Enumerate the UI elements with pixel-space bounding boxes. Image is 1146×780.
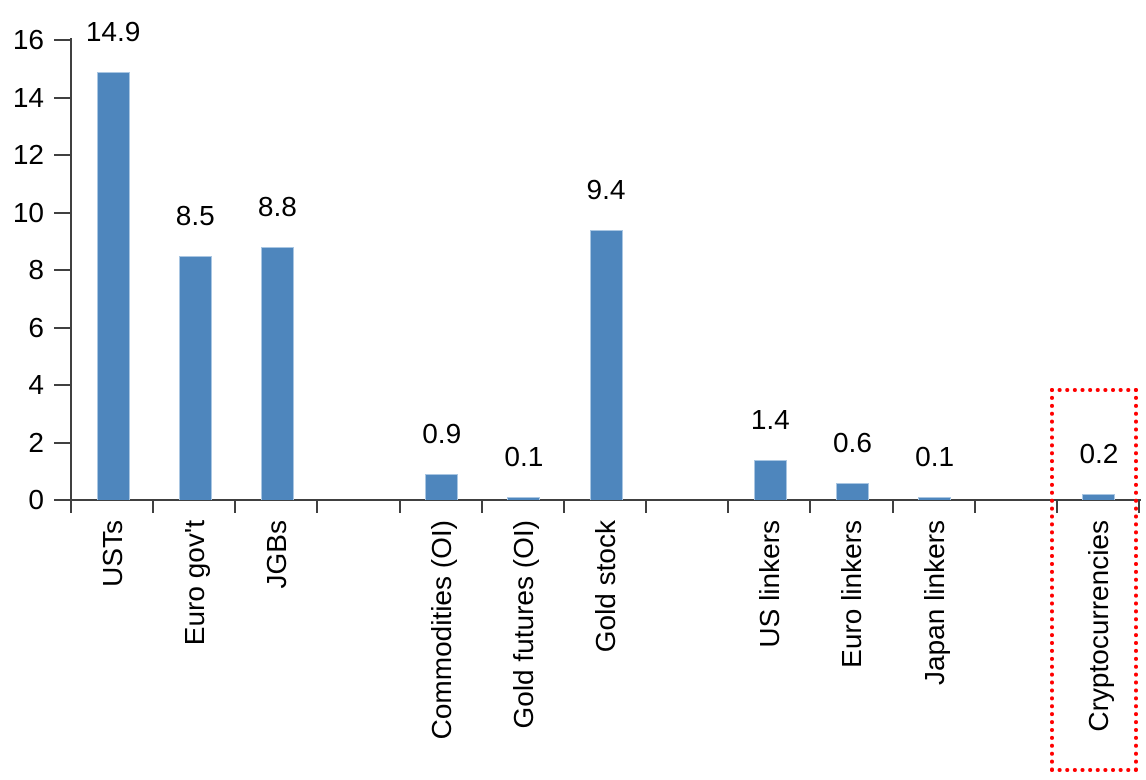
y-tick-mark xyxy=(54,269,70,271)
value-label-euro-gov-t: 8.5 xyxy=(175,200,215,231)
y-axis-tick-label: 6 xyxy=(28,311,44,343)
value-label-euro-linkers: 0.6 xyxy=(832,427,872,458)
bar-jgbs xyxy=(260,247,294,500)
x-tick-mark xyxy=(316,500,319,513)
y-axis-tick-label: 12 xyxy=(12,139,44,170)
y-tick-mark xyxy=(54,154,70,156)
y-tick-mark xyxy=(54,441,70,444)
highlight-box xyxy=(1050,388,1138,772)
value-label-japan-linkers: 0.1 xyxy=(915,441,955,472)
x-axis-label-commodities-oi: Commodities (OI) xyxy=(425,520,457,740)
y-tick-mark xyxy=(54,499,70,501)
x-tick-mark xyxy=(152,500,155,513)
x-axis-label-japan-linkers: Japan linkers xyxy=(918,520,950,685)
x-tick-mark xyxy=(562,500,565,513)
x-axis-label-euro-gov-t: Euro gov't xyxy=(179,520,211,646)
y-axis-tick-label: 10 xyxy=(12,196,44,228)
x-tick-mark xyxy=(234,500,237,513)
bar-commodities-oi xyxy=(425,474,459,500)
x-axis-label-euro-linkers: Euro linkers xyxy=(836,520,868,668)
value-label-jgbs: 8.8 xyxy=(257,191,297,222)
x-axis-label-gold-futures-oi: Gold futures (OI) xyxy=(507,520,539,729)
x-tick-mark xyxy=(70,500,72,513)
bar-gold-stock xyxy=(589,230,623,500)
x-tick-mark xyxy=(973,500,976,513)
bar-gold-futures-oi xyxy=(507,497,541,500)
x-tick-mark xyxy=(891,500,894,513)
x-tick-mark xyxy=(727,500,730,513)
bar-us-linkers xyxy=(753,460,787,500)
y-axis-tick-label: 14 xyxy=(12,81,44,113)
value-label-gold-stock: 9.4 xyxy=(586,174,626,205)
bar-japan-linkers xyxy=(918,497,952,500)
y-axis-tick-label: 16 xyxy=(12,24,44,55)
y-tick-mark xyxy=(54,384,70,386)
bar-usts xyxy=(96,72,130,500)
x-tick-mark xyxy=(1055,500,1058,513)
value-label-usts: 14.9 xyxy=(85,16,141,47)
bar-euro-gov-t xyxy=(178,256,212,500)
value-label-commodities-oi: 0.9 xyxy=(422,418,462,449)
y-tick-mark xyxy=(54,39,70,41)
x-axis-label-us-linkers: US linkers xyxy=(754,520,786,648)
x-tick-mark xyxy=(480,500,483,513)
x-axis-label-gold-stock: Gold stock xyxy=(590,520,621,653)
bar-euro-linkers xyxy=(835,483,869,500)
y-axis-tick-label: 0 xyxy=(28,484,44,515)
y-axis-tick-label: 8 xyxy=(28,254,44,285)
y-tick-mark xyxy=(54,326,70,329)
bar-cryptocurrencies xyxy=(1082,494,1116,500)
value-label-cryptocurrencies: 0.2 xyxy=(1079,438,1119,469)
value-label-us-linkers: 1.4 xyxy=(750,404,790,435)
x-tick-mark xyxy=(398,500,401,513)
x-axis-label-jgbs: JGBs xyxy=(261,520,293,589)
y-axis-line xyxy=(70,38,72,501)
y-axis-tick-label: 2 xyxy=(28,426,44,458)
x-axis-line xyxy=(70,499,1141,501)
x-tick-mark xyxy=(1138,500,1140,513)
y-axis-tick-label: 4 xyxy=(28,369,44,400)
y-tick-mark xyxy=(54,96,70,99)
y-tick-mark xyxy=(54,211,70,214)
x-tick-mark xyxy=(809,500,812,513)
x-tick-mark xyxy=(645,500,648,513)
x-axis-label-usts: USTs xyxy=(97,520,129,587)
value-label-gold-futures-oi: 0.1 xyxy=(504,441,544,472)
